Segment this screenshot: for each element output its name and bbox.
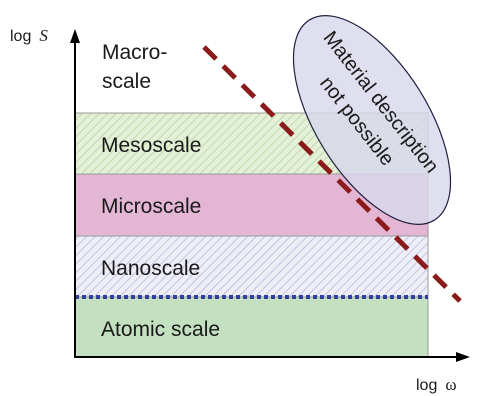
nanoscale-label: Nanoscale <box>101 257 200 280</box>
nanoscale-band <box>74 235 429 298</box>
x-axis-label: log ω <box>416 375 457 394</box>
y-axis-label: log S <box>10 26 48 45</box>
atomic-scale-label: Atomic scale <box>101 318 220 341</box>
atomic-scale-band <box>74 296 429 358</box>
mesoscale-label: Mesoscale <box>101 134 201 157</box>
limit-dashed-line <box>202 45 462 303</box>
impossible-region-ellipse <box>292 15 452 225</box>
microscale-label: Microscale <box>101 195 201 218</box>
x-axis-arrow <box>456 352 470 362</box>
macroscale-label: Macro- scale <box>102 41 173 93</box>
y-axis-arrow <box>70 29 80 43</box>
